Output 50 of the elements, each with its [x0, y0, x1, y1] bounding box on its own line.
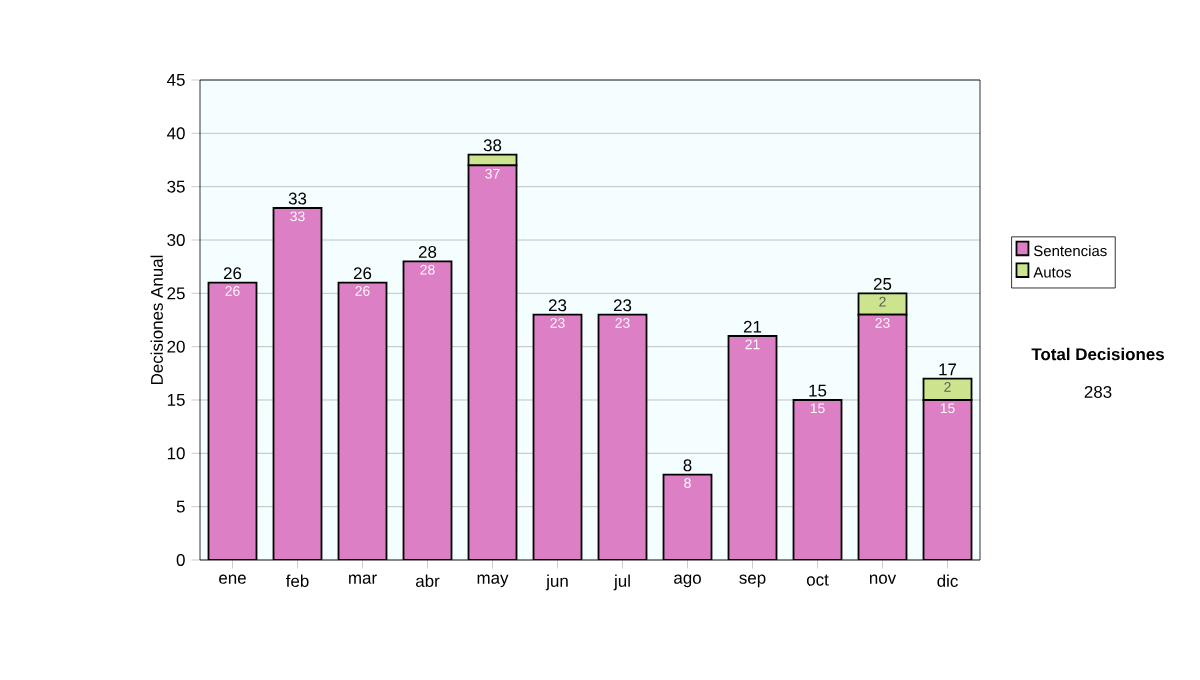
- y-tick-label: 15: [167, 394, 185, 406]
- total-label: 23: [613, 299, 632, 312]
- bar: [273, 208, 322, 560]
- total-label: 26: [223, 267, 242, 280]
- total-label: 26: [353, 267, 372, 280]
- x-tick-label: mar: [349, 574, 377, 584]
- y-tick-label: 40: [166, 127, 185, 140]
- bar: [468, 165, 517, 560]
- bar: [663, 474, 712, 560]
- bar: [208, 282, 257, 560]
- total-label: 17: [939, 363, 957, 376]
- y-tick-label: 35: [167, 180, 185, 193]
- y-tick-label: 25: [167, 287, 185, 300]
- y-tick-label: 20: [167, 340, 185, 353]
- bar: [857, 292, 908, 316]
- text: 283: [1084, 386, 1112, 398]
- bar: [338, 282, 387, 560]
- total-label: 15: [809, 384, 827, 397]
- bar: [598, 314, 647, 560]
- text: Total Decisiones: [1031, 347, 1164, 361]
- total-label: 28: [418, 245, 437, 258]
- bar: [922, 399, 973, 560]
- bar: [793, 400, 842, 560]
- bar: [533, 314, 582, 560]
- y-tick-label: 10: [167, 447, 185, 460]
- y-tick-label: 0: [176, 554, 185, 566]
- x-tick-label: jul: [613, 574, 630, 591]
- total-label: 21: [743, 320, 762, 333]
- total-label: 8: [683, 459, 692, 472]
- x-tick-label: abr: [415, 574, 440, 587]
- y-tick-label: 30: [167, 234, 185, 246]
- bar: [728, 336, 777, 560]
- bar: [403, 261, 452, 560]
- y-tick-label: 5: [176, 500, 185, 513]
- y-tick-label: 45: [166, 74, 185, 86]
- y-axis-title: Decisiones Anual: [150, 255, 163, 385]
- x-tick-label: may: [477, 574, 509, 588]
- x-tick-label: ago: [674, 574, 701, 588]
- bar: [858, 314, 907, 560]
- x-tick-label: jun: [545, 574, 568, 591]
- total-label: 33: [288, 192, 307, 205]
- x-tick-label: feb: [285, 574, 309, 587]
- x-tick-label: oct: [806, 574, 829, 586]
- total-label: 38: [483, 139, 502, 152]
- x-tick-label: nov: [869, 574, 897, 584]
- x-tick-label: sep: [739, 574, 766, 588]
- x-tick-label: ene: [219, 574, 246, 584]
- total-label: 25: [873, 277, 892, 290]
- total-label: 23: [548, 299, 567, 312]
- x-tick-label: dic: [937, 574, 958, 587]
